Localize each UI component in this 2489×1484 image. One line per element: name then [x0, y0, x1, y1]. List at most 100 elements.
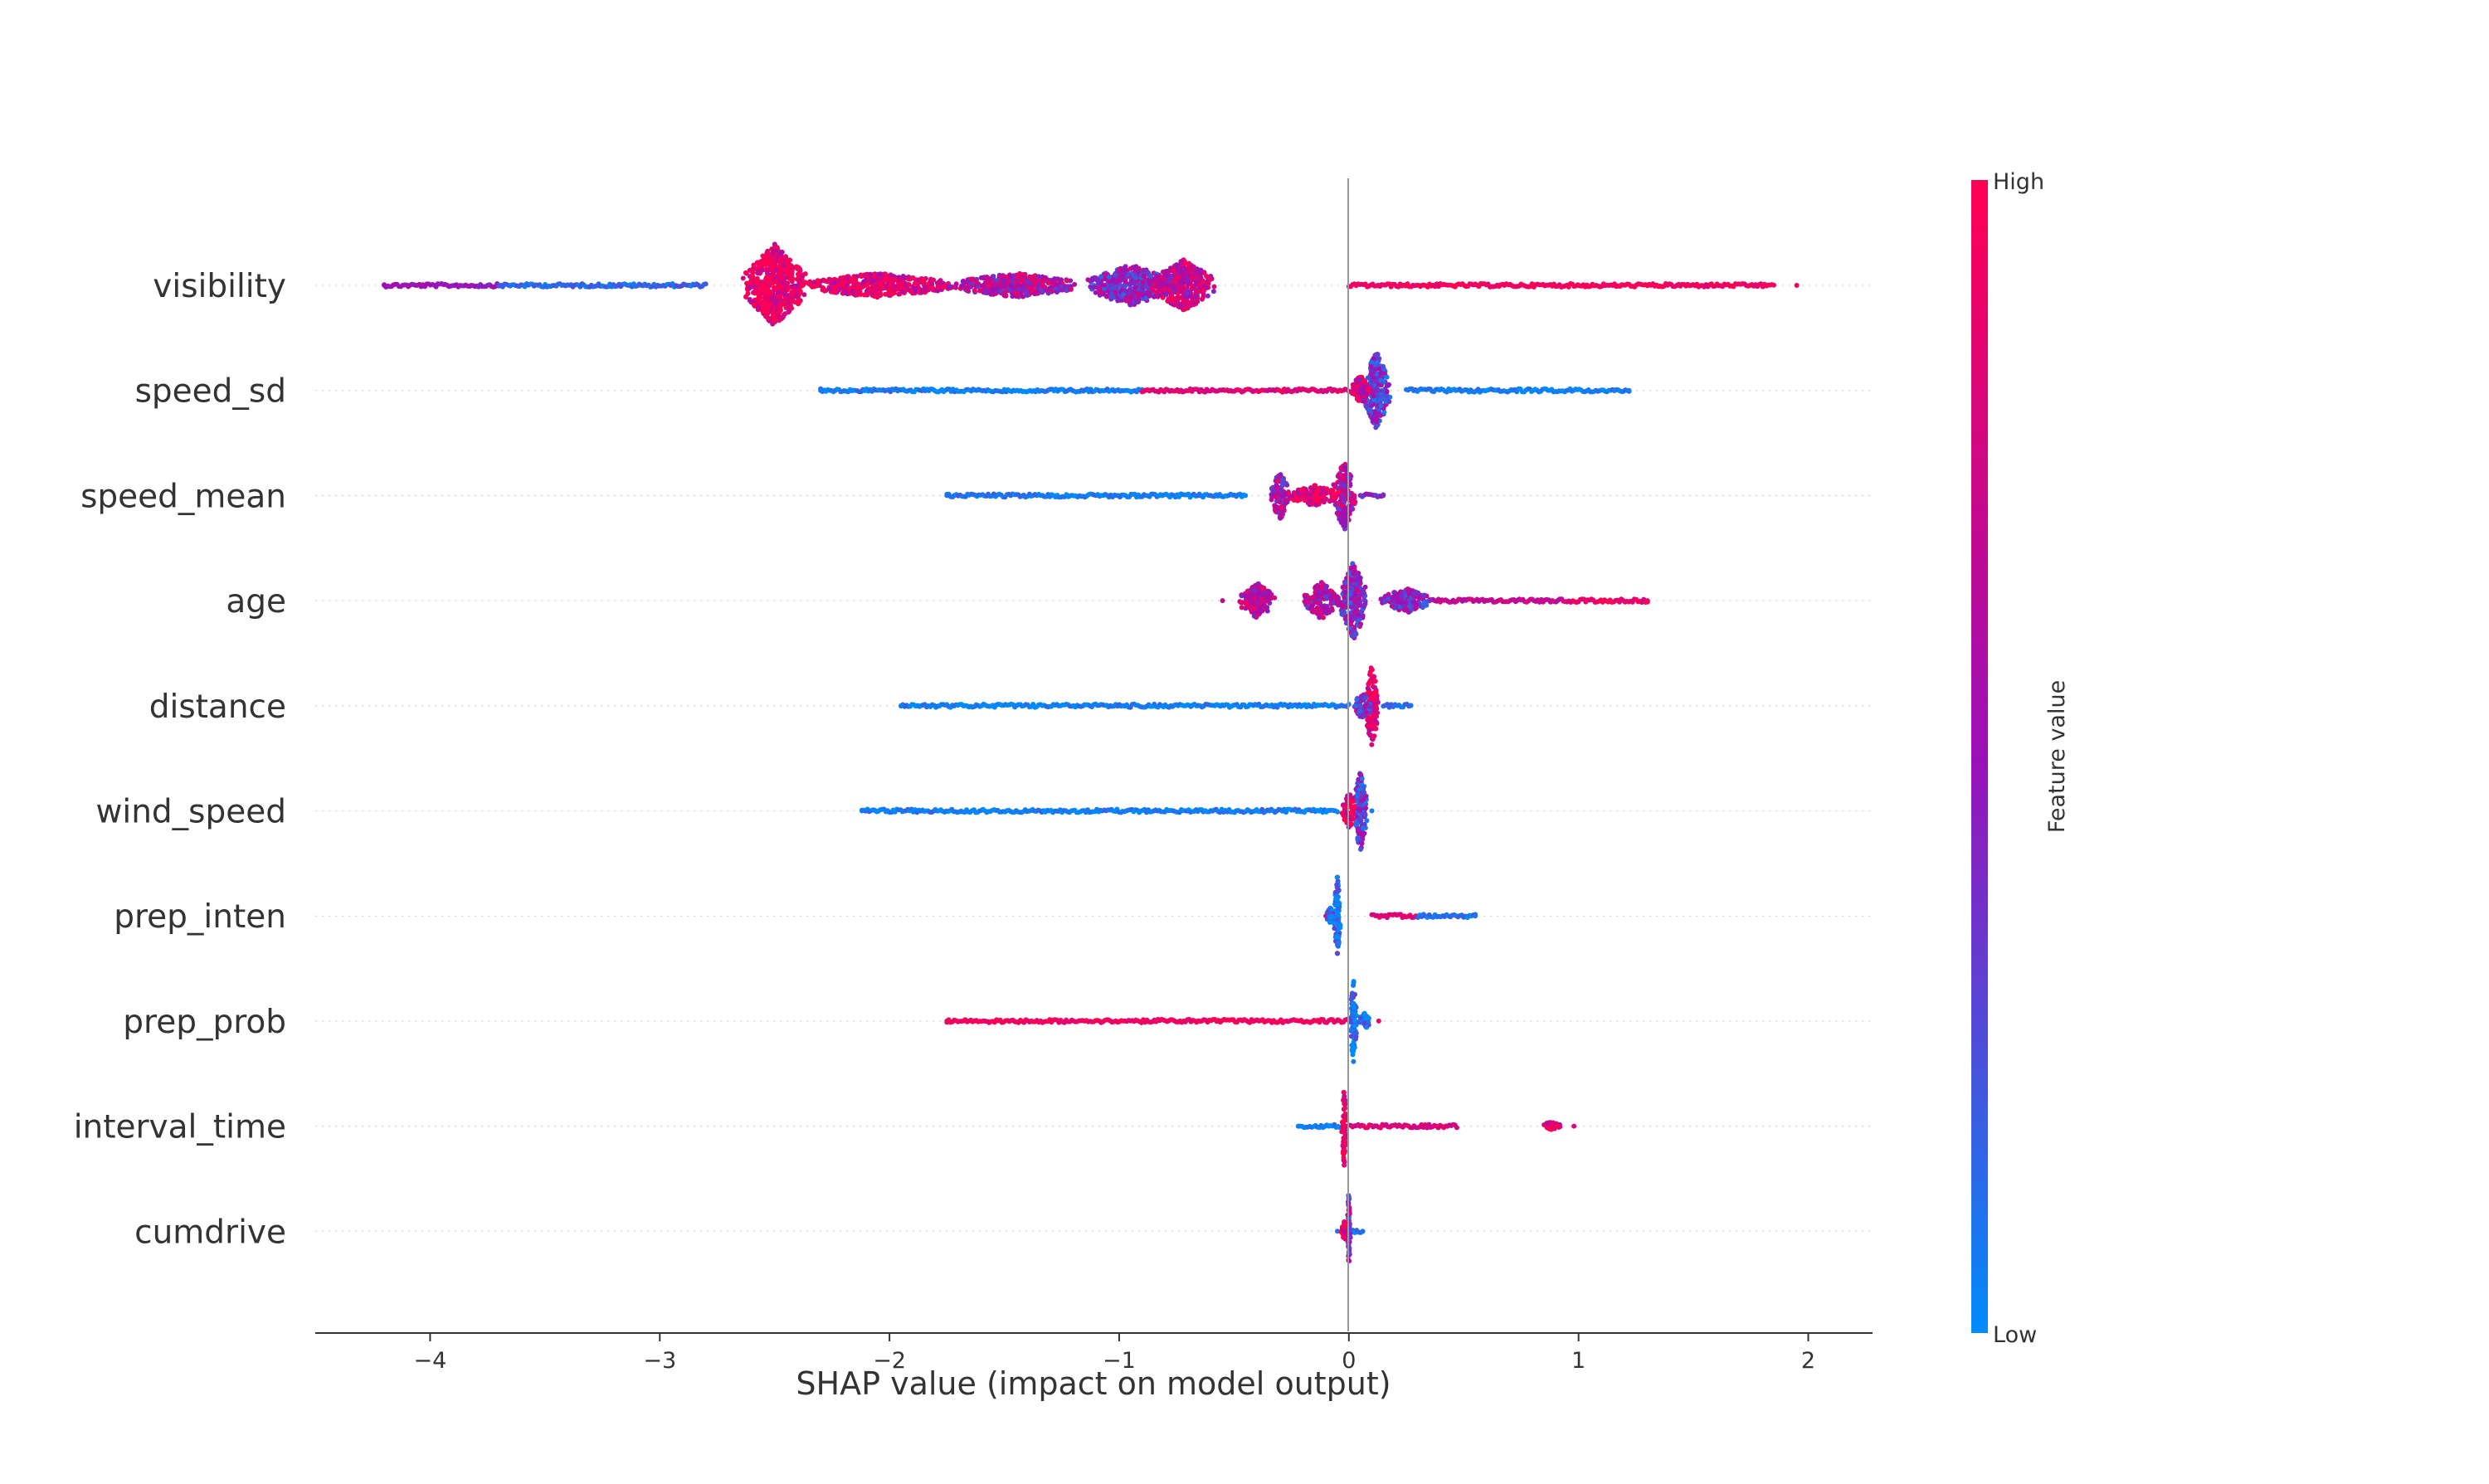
shap-point	[1332, 482, 1338, 488]
shap-point	[761, 261, 767, 267]
shap-point	[1312, 608, 1318, 613]
shap-point	[853, 277, 859, 283]
shap-point	[747, 285, 753, 290]
shap-point	[1414, 602, 1420, 607]
shap-point	[790, 266, 796, 272]
shap-point	[976, 281, 981, 287]
shap-point	[770, 310, 776, 316]
shap-point	[990, 286, 996, 292]
shap-point	[703, 281, 709, 287]
shap-point	[1220, 598, 1225, 604]
shap-point	[1012, 284, 1018, 290]
shap-point	[1096, 285, 1101, 291]
shap-point	[1324, 486, 1330, 492]
shap-point	[1136, 265, 1142, 271]
shap-point	[751, 262, 757, 268]
shap-point	[1277, 499, 1283, 505]
shap-point	[1265, 594, 1271, 600]
shap-point	[792, 287, 797, 292]
shap-point	[1163, 269, 1169, 274]
shap-point	[799, 283, 805, 289]
shap-point	[828, 277, 834, 283]
shap-point	[1170, 299, 1176, 304]
shap-point	[743, 270, 748, 275]
shap-point	[1182, 268, 1188, 273]
shap-point	[750, 274, 756, 280]
shap-point	[786, 299, 791, 305]
shap-point	[1259, 591, 1265, 597]
shap-point	[1175, 297, 1181, 303]
shap-point	[1342, 484, 1347, 489]
shap-point	[750, 270, 756, 275]
shap-point	[1323, 496, 1329, 502]
shap-point	[992, 282, 997, 287]
shap-point	[1398, 600, 1404, 606]
shap-point	[1171, 268, 1176, 274]
shap-point	[1366, 406, 1372, 412]
shap-point	[1318, 489, 1324, 494]
shap-point	[983, 290, 989, 295]
shap-point	[1294, 489, 1300, 495]
shap-point	[1181, 299, 1186, 305]
shap-point	[1341, 495, 1347, 501]
shap-point	[1165, 298, 1171, 304]
shap-point	[1147, 293, 1152, 299]
shap-point	[953, 281, 959, 287]
shap-point	[1120, 266, 1126, 272]
shap-point	[1028, 275, 1034, 281]
shap-point	[947, 284, 952, 289]
shap-point	[1147, 274, 1153, 279]
shap-point	[1298, 494, 1304, 499]
shap-point	[1174, 264, 1180, 270]
shap-point	[1122, 270, 1128, 276]
shap-point	[1035, 290, 1040, 296]
shap-point	[1278, 472, 1283, 478]
shap-point	[1275, 478, 1281, 484]
shap-point	[1361, 398, 1366, 404]
shap-point	[1279, 493, 1284, 499]
shap-point	[1354, 587, 1360, 593]
shap-point	[1115, 298, 1121, 304]
shap-point	[1001, 277, 1006, 283]
shap-point	[1020, 294, 1025, 299]
shap-point	[1022, 272, 1028, 278]
shap-point	[1155, 275, 1161, 280]
shap-point	[1104, 294, 1109, 299]
scatter-points	[382, 241, 1800, 1264]
shap-point	[765, 286, 771, 292]
shap-point	[756, 299, 762, 304]
shap-point	[888, 283, 894, 288]
shap-point	[1178, 259, 1184, 265]
shap-point	[1179, 280, 1185, 285]
shap-point	[1239, 605, 1244, 611]
shap-point	[1193, 287, 1199, 292]
shap-point	[1332, 492, 1338, 498]
shap-point	[1016, 282, 1022, 288]
shap-point	[1389, 603, 1395, 609]
shap-point	[818, 387, 824, 393]
shap-point	[1348, 498, 1353, 504]
shap-point	[831, 285, 837, 290]
shap-point	[896, 291, 902, 297]
shap-point	[1341, 610, 1347, 615]
shap-point	[1128, 289, 1133, 294]
shap-point	[1356, 612, 1361, 618]
shap-point	[838, 285, 844, 291]
shap-point	[934, 280, 940, 286]
shap-point	[1337, 472, 1342, 478]
shap-point	[899, 280, 904, 286]
shap-point	[999, 274, 1005, 280]
shap-point	[766, 279, 772, 285]
shap-point	[1342, 589, 1348, 595]
shap-point	[1168, 295, 1174, 301]
shap-point	[972, 288, 977, 294]
shap-point	[1158, 275, 1164, 281]
shap-point	[919, 289, 924, 294]
shap-point	[790, 294, 796, 299]
shap-point	[1001, 283, 1007, 289]
shap-point	[1093, 290, 1098, 295]
shap-point	[1361, 378, 1366, 384]
shap-point	[1092, 285, 1098, 290]
shap-point	[1370, 367, 1376, 372]
shap-point	[771, 317, 777, 323]
